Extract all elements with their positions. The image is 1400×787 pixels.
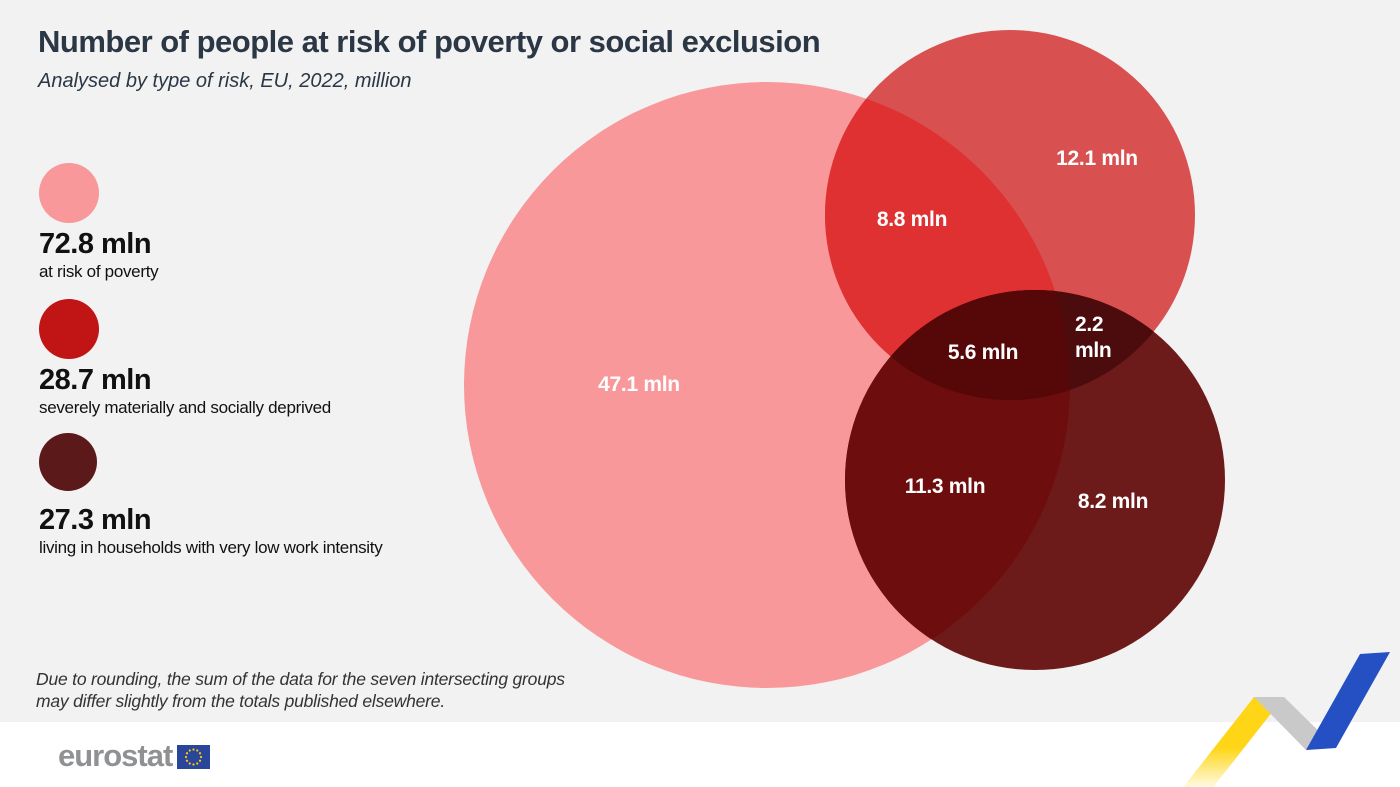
legend-value-deprived: 28.7 mln	[39, 364, 152, 396]
venn-region-all-three	[845, 290, 1070, 400]
legend-swatch-poverty-icon	[39, 163, 99, 223]
ribbon-yellow-segment	[1183, 697, 1284, 787]
legend-item-poverty: 72.8 mln at risk of poverty	[39, 163, 459, 282]
eurostat-logo: eurostat	[58, 738, 211, 773]
legend-label-low-work: living in households with very low work …	[39, 538, 383, 557]
venn-label-deprived-low-work-value: 2.2	[1075, 313, 1103, 336]
legend-label-poverty: at risk of poverty	[39, 262, 159, 281]
ribbon-blue-segment	[1306, 652, 1390, 750]
footnote-line1: Due to rounding, the sum of the data for…	[36, 669, 565, 689]
venn-region-poverty-deprived	[825, 82, 1070, 400]
legend-item-deprived: 28.7 mln severely materially and sociall…	[39, 299, 459, 418]
venn-label-low-work-only: 8.2 mln	[1078, 490, 1148, 513]
footer-band	[0, 722, 1400, 787]
legend-swatch-deprived-icon	[39, 299, 99, 359]
page-title: Number of people at risk of poverty or s…	[38, 24, 821, 59]
venn-label-all-three: 5.6 mln	[948, 341, 1018, 364]
footnote-line2: may differ slightly from the totals publ…	[36, 691, 445, 711]
venn-label-deprived-only: 12.1 mln	[1056, 147, 1138, 170]
eu-flag-icon	[177, 745, 211, 769]
footnote: Due to rounding, the sum of the data for…	[36, 668, 565, 712]
legend-value-poverty: 72.8 mln	[39, 228, 152, 260]
venn-label-poverty-low-work: 11.3 mln	[905, 475, 985, 498]
eurostat-logo-text: eurostat	[58, 738, 173, 773]
page-subtitle: Analysed by type of risk, EU, 2022, mill…	[38, 70, 412, 92]
venn-label-poverty-only: 47.1 mln	[598, 373, 680, 396]
legend-label-deprived: severely materially and socially deprive…	[39, 398, 331, 417]
legend-item-low-work: 27.3 mln living in households with very …	[39, 433, 459, 558]
legend-value-low-work: 27.3 mln	[39, 504, 152, 536]
legend-swatch-low-work-icon	[39, 433, 97, 491]
venn-label-poverty-deprived: 8.8 mln	[877, 208, 947, 231]
venn-label-deprived-low-work-unit: mln	[1075, 339, 1111, 362]
